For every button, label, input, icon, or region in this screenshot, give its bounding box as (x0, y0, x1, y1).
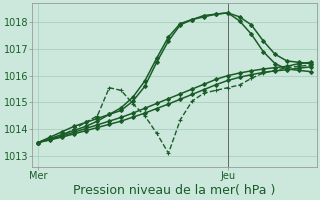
X-axis label: Pression niveau de la mer( hPa ): Pression niveau de la mer( hPa ) (73, 184, 276, 197)
